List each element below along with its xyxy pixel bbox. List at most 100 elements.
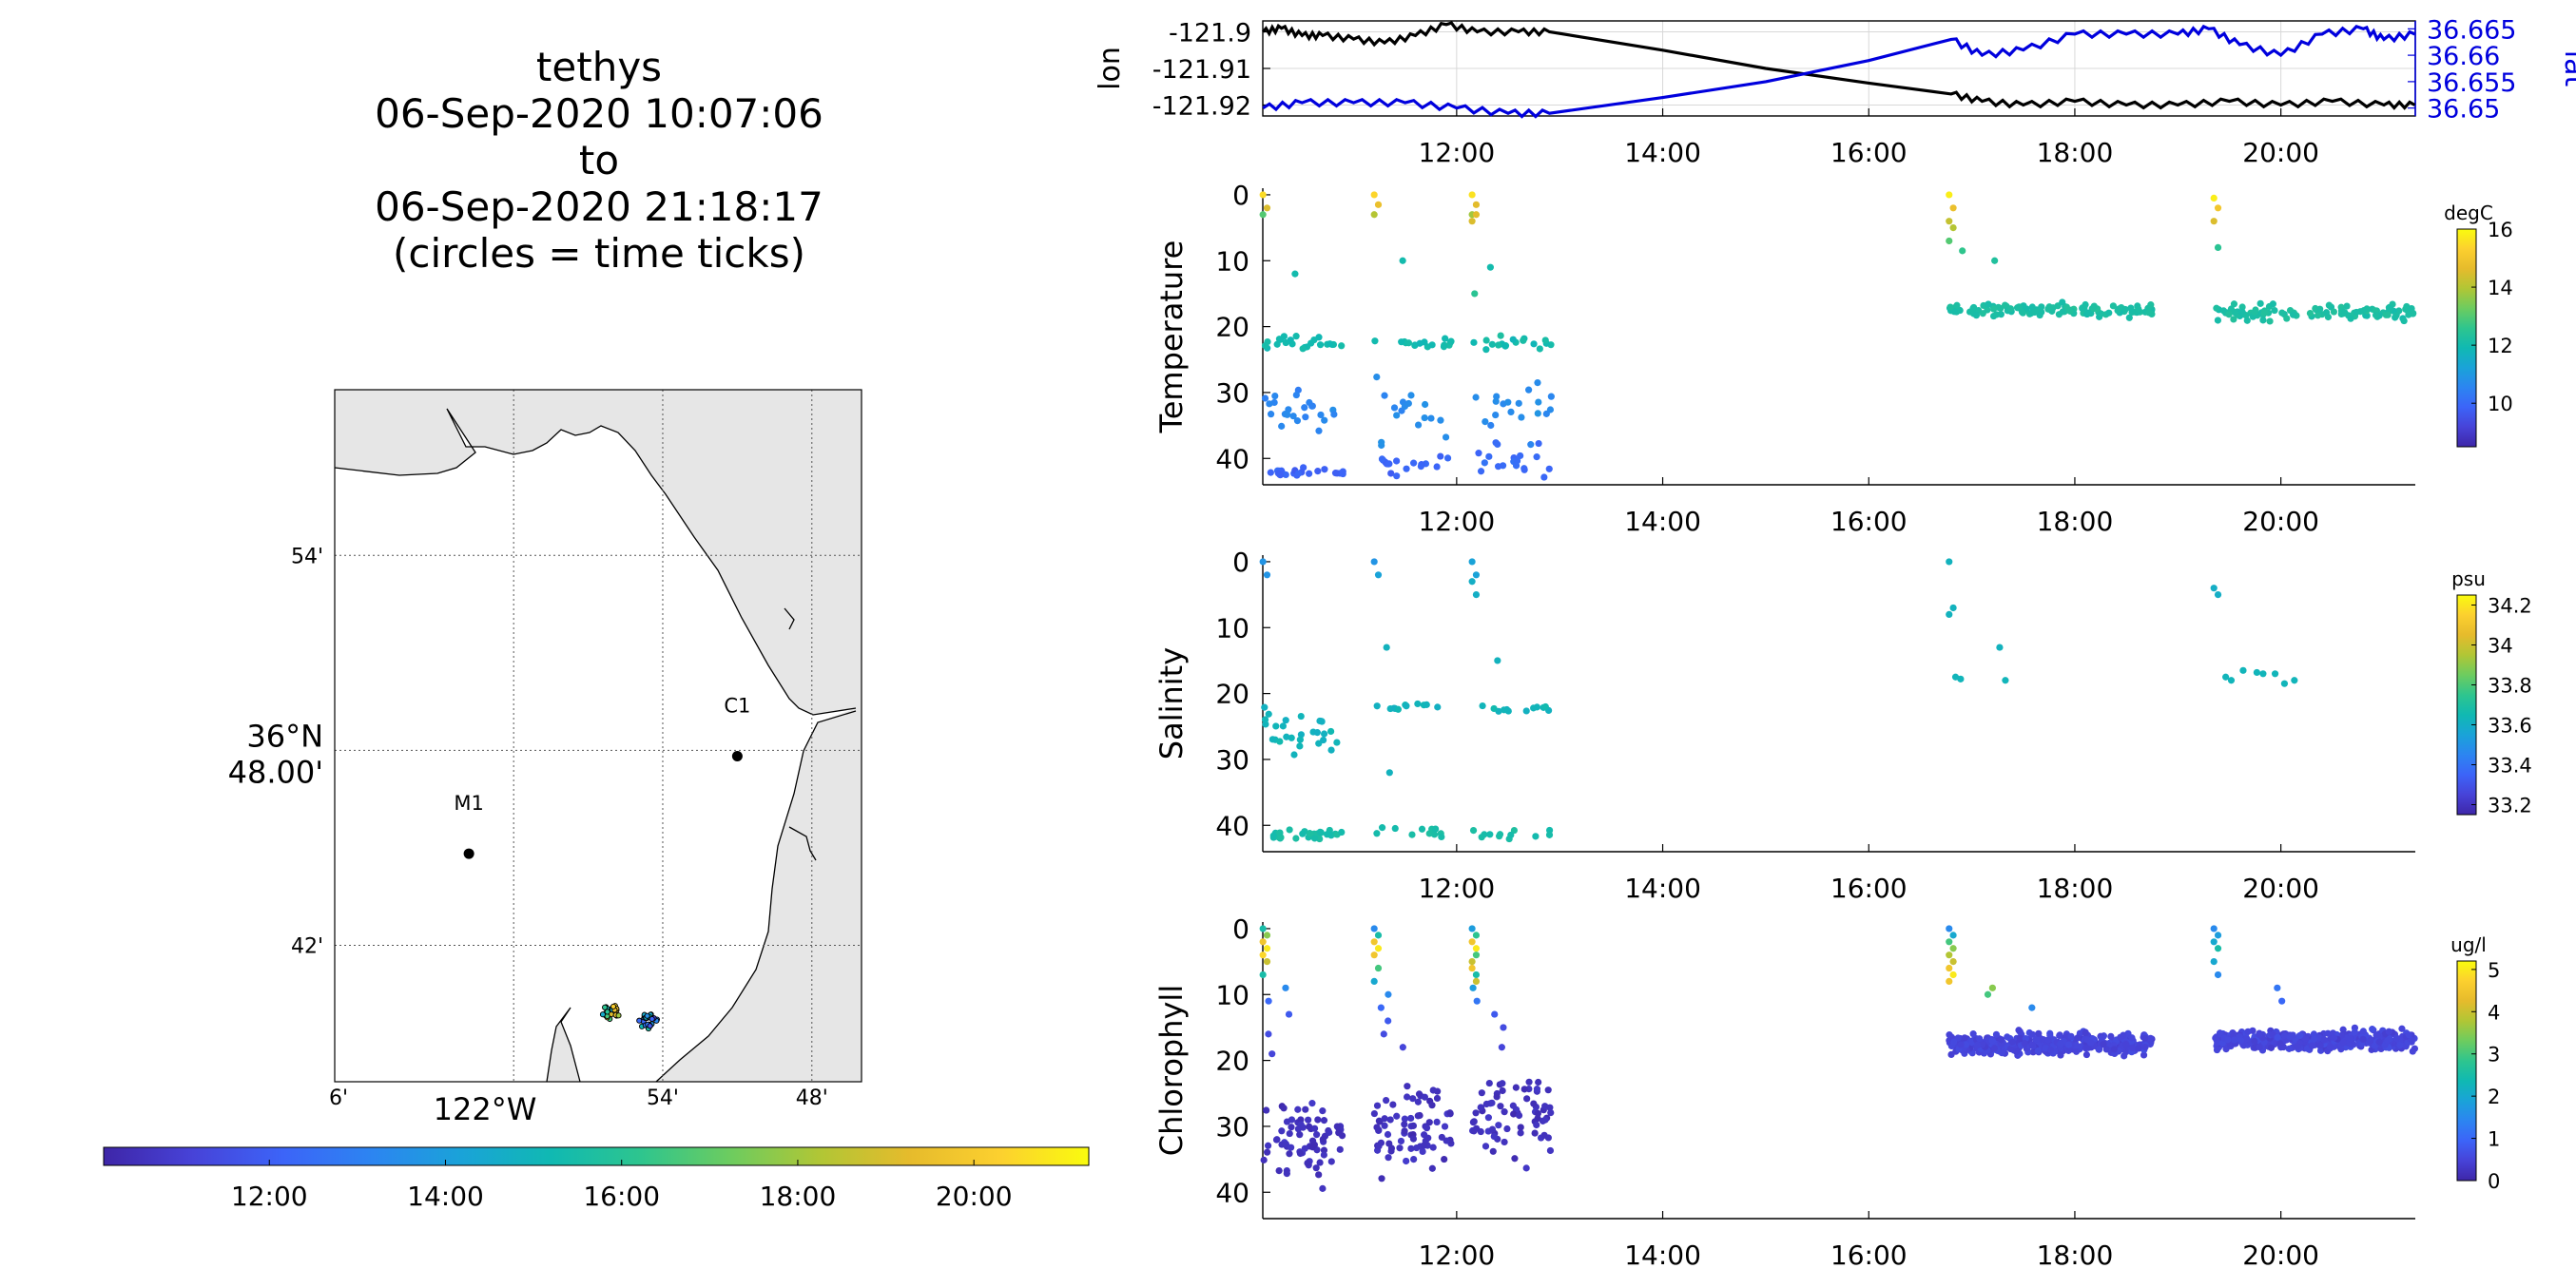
data-point [1477, 1104, 1484, 1111]
data-point [1384, 1130, 1392, 1139]
data-point [2238, 308, 2246, 316]
data-point [1374, 964, 1383, 972]
data-point [1440, 343, 1448, 351]
data-point [2210, 585, 2218, 592]
data-point [1374, 932, 1383, 939]
data-point [1509, 336, 1517, 343]
data-point [2210, 925, 2218, 932]
data-point [1373, 830, 1381, 837]
data-point [1259, 938, 1267, 946]
data-point [1988, 984, 1996, 991]
data-point [1316, 341, 1325, 349]
data-point [1512, 1084, 1520, 1091]
data-point [2021, 1040, 2028, 1048]
data-point [2084, 309, 2092, 317]
data-point [2330, 308, 2338, 316]
data-point [1946, 218, 1953, 225]
data-point [1497, 332, 1504, 339]
time-colorbar-tick-label: 16:00 [583, 1181, 660, 1212]
data-point [1434, 703, 1442, 711]
data-point [1263, 1106, 1270, 1114]
data-point [2271, 306, 2278, 315]
data-point [1339, 468, 1346, 475]
data-point [1391, 824, 1399, 833]
x-tick-label: 12:00 [1419, 1240, 1496, 1271]
map-lat-tick: 42' [291, 934, 323, 958]
data-point [1438, 833, 1445, 841]
data-point [1294, 1105, 1302, 1113]
data-point [1315, 427, 1323, 434]
data-point [1421, 1093, 1428, 1101]
colorbar-ramp [2456, 960, 2477, 1182]
x-tick-label: 18:00 [2037, 1240, 2114, 1271]
map-lon-tick: 6' [329, 1086, 348, 1110]
data-point [2210, 194, 2218, 202]
data-point [2253, 668, 2260, 677]
x-tick-label: 20:00 [2242, 506, 2319, 537]
x-tick-label: 20:00 [2242, 873, 2319, 904]
data-point [1544, 1134, 1552, 1142]
y-tick-label: 30 [1215, 744, 1249, 776]
data-point [1299, 830, 1307, 837]
figure-title: tethys 06-Sep-2020 10:07:06 to 06-Sep-20… [219, 44, 979, 277]
data-point [1544, 1086, 1552, 1094]
data-point [1330, 411, 1338, 418]
time-colorbar: 12:00 14:00 16:00 18:00 20:00 [103, 1146, 1090, 1212]
data-point [1998, 1049, 2005, 1057]
data-point [1433, 1094, 1442, 1103]
y-tick-label: 10 [1215, 979, 1249, 1010]
data-point [1959, 247, 1966, 255]
data-point [2059, 308, 2066, 316]
colorbar-tick-label: 16 [2488, 219, 2513, 241]
map-panel: 54' 36°N48.00' 42' 6' 122°W 54' 48' M1 C1 [228, 389, 862, 1127]
data-point [1421, 413, 1428, 422]
data-point [2057, 1040, 2064, 1048]
data-point [2219, 307, 2228, 315]
data-point [1414, 1098, 1422, 1105]
data-point [1485, 1079, 1493, 1087]
data-point [2308, 1042, 2315, 1049]
data-point [1265, 997, 1272, 1005]
data-point [1471, 290, 1479, 298]
data-point [1468, 964, 1476, 972]
data-point [2372, 311, 2380, 319]
track-point [644, 1012, 650, 1019]
data-point [1272, 1136, 1281, 1144]
data-point [2109, 302, 2118, 310]
data-point [1530, 340, 1538, 348]
data-point [2008, 1038, 2016, 1046]
map-lat-tick: 48.00' [228, 754, 323, 790]
data-point [1510, 1110, 1518, 1118]
data-point [1472, 211, 1481, 219]
data-point [2114, 307, 2121, 315]
data-point [2032, 1035, 2040, 1043]
data-point [1512, 462, 1520, 470]
data-point [1500, 1024, 1507, 1031]
data-point [2140, 1034, 2149, 1042]
data-point [1535, 1078, 1542, 1086]
x-tick-label: 16:00 [1830, 506, 1908, 537]
data-point [2107, 1032, 2115, 1041]
data-point [1314, 468, 1322, 475]
position-x-tick-label: 14:00 [1624, 137, 1701, 168]
data-point [1441, 1123, 1449, 1130]
data-point [1393, 472, 1401, 480]
data-point [1949, 932, 1957, 939]
data-point [1393, 457, 1401, 465]
data-point [1292, 391, 1300, 399]
data-point [1378, 1175, 1385, 1182]
data-point [2074, 1034, 2082, 1042]
data-point [1386, 1116, 1394, 1124]
data-point [2095, 1046, 2102, 1053]
map-lat-tick: 54' [291, 545, 323, 568]
data-point [2356, 308, 2364, 316]
data-point [1946, 925, 1953, 932]
data-point [2369, 1026, 2376, 1033]
data-point [1283, 1118, 1291, 1125]
data-point [1547, 393, 1555, 400]
data-point [1541, 1116, 1549, 1124]
data-point [2385, 1028, 2392, 1035]
data-point [1259, 925, 1267, 932]
title-line: to [578, 137, 620, 183]
data-point [1385, 1154, 1392, 1162]
